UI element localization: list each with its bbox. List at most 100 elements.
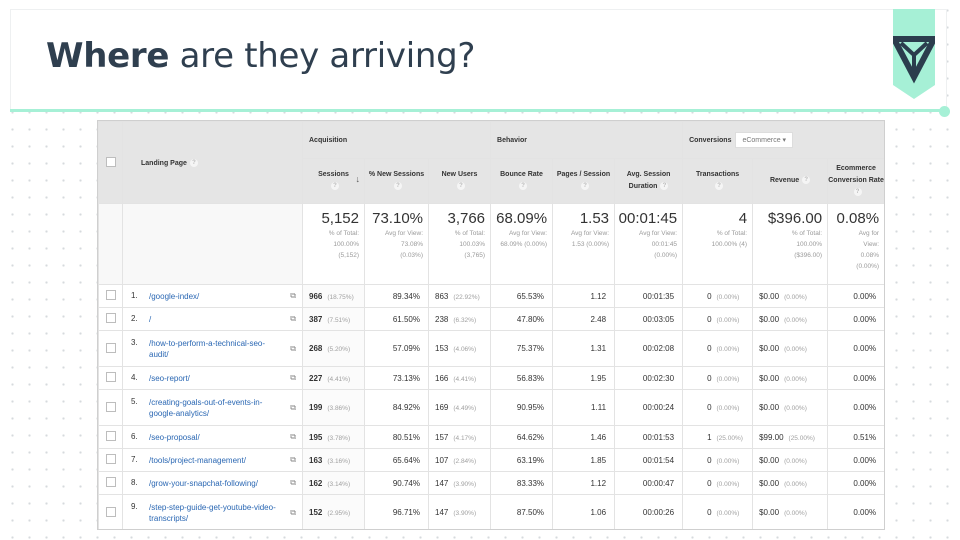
pages-session-cell: 1.85 [552,448,616,472]
bounce-rate-cell: 83.33% [490,471,554,495]
transactions-cell: 0 (0.00%) [682,448,754,472]
avg-session-duration-cell: 00:02:08 [614,330,684,367]
landing-page-cell: 2. / ⧉ [122,307,303,331]
bounce-rate-cell: 65.53% [490,284,554,308]
landing-page-link[interactable]: /creating-goals-out-of-events-in-google-… [149,397,263,418]
avg-session-duration-cell: 00:01:53 [614,425,684,449]
select-all-checkbox[interactable] [105,156,116,167]
help-icon[interactable]: ? [853,188,862,197]
conversions-dropdown[interactable]: eCommerce ▾ [735,132,794,148]
transactions-cell: 0 (0.00%) [682,366,754,390]
pages-session-cell: 1.95 [552,366,616,390]
help-icon[interactable]: ? [519,182,528,191]
total-transactions: 4% of Total: 100.00% (4) [682,203,754,285]
row-checkbox[interactable] [105,372,116,382]
pct-new-sessions-cell: 73.13% [364,366,429,390]
column-header-landing-page[interactable]: Landing Page? [122,121,303,204]
column-header-pct-new-sessions[interactable]: % New Sessions? [364,158,429,204]
help-icon[interactable]: ? [660,182,669,191]
row-checkbox[interactable] [105,506,116,517]
landing-page-link[interactable]: /seo-proposal/ [149,432,200,442]
row-number: 3. [131,337,138,347]
open-in-new-window-icon[interactable]: ⧉ [290,455,296,464]
sessions-cell: 152 (2.95%) [302,494,365,529]
ecommerce-conversion-rate-cell: 0.00% [827,471,884,495]
landing-page-cell: 7. /tools/project-management/ ⧉ [122,448,303,472]
help-icon[interactable]: ? [331,182,339,191]
open-in-new-window-icon[interactable]: ⧉ [290,343,296,353]
table-row: 6. /seo-proposal/ ⧉ 195 (3.78%) 80.51% 157(… [98,425,884,449]
open-in-new-window-icon[interactable]: ⧉ [290,291,296,300]
pct-new-sessions-cell: 57.09% [364,330,429,367]
landing-page-link[interactable]: /tools/project-management/ [149,455,246,465]
row-checkbox[interactable] [105,342,116,353]
title-underline-dot [939,106,950,117]
table-row: 3. /how-to-perform-a-technical-seo-audit/… [98,330,884,367]
pct-new-sessions-cell: 89.34% [364,284,429,308]
row-select-cell [98,284,123,308]
pct-new-sessions-cell: 65.64% [364,448,429,472]
landing-page-link[interactable]: / [149,314,152,324]
ecommerce-conversion-rate-cell: 0.00% [827,389,884,426]
row-number: 7. [131,454,138,464]
ecommerce-conversion-rate-cell: 0.00% [827,448,884,472]
title-bold: Where [46,36,170,76]
open-in-new-window-icon[interactable]: ⧉ [290,314,296,323]
column-header-new-users[interactable]: New Users? [427,158,492,204]
open-in-new-window-icon[interactable]: ⧉ [290,373,296,382]
group-header-behavior: Behavior [490,121,684,159]
revenue-cell: $0.00 (0.00%) [752,366,829,390]
sessions-cell: 227 (4.41%) [302,366,365,390]
landing-page-link[interactable]: /grow-your-snapchat-following/ [149,478,258,488]
row-number: 2. [131,313,138,323]
ecommerce-conversion-rate-cell: 0.00% [827,330,884,367]
help-icon[interactable]: ? [394,182,402,191]
help-icon[interactable]: ? [189,158,198,167]
avg-session-duration-cell: 00:00:26 [614,494,684,529]
open-in-new-window-icon[interactable]: ⧉ [290,478,296,487]
open-in-new-window-icon[interactable]: ⧉ [290,432,296,441]
row-checkbox[interactable] [105,313,116,323]
column-header-ecommerce-conversion-rate[interactable]: Ecommerce Conversion Rate? [827,158,884,204]
column-header-sessions[interactable]: Sessions? ↓ [302,158,365,204]
column-header-revenue[interactable]: Revenue? [752,158,829,204]
row-select-cell [98,389,123,426]
column-header-avg-session-duration[interactable]: Avg. Session Duration? [614,158,684,204]
row-checkbox[interactable] [105,290,116,300]
landing-page-link[interactable]: /step-step-guide-get-youtube-video-trans… [149,502,276,523]
group-header-acquisition: Acquisition [301,121,492,159]
avg-session-duration-cell: 00:01:35 [614,284,684,308]
row-checkbox[interactable] [105,454,116,464]
help-icon[interactable]: ? [715,182,724,191]
row-checkbox[interactable] [105,477,116,487]
row-number: 8. [131,477,138,487]
sessions-cell: 387 (7.51%) [302,307,365,331]
help-icon[interactable]: ? [457,182,466,191]
new-users-cell: 863 (22.92%) [427,284,492,308]
sessions-cell: 268 (5.20%) [302,330,365,367]
row-select-cell [98,425,123,449]
row-checkbox[interactable] [105,431,116,441]
open-in-new-window-icon[interactable]: ⧉ [290,402,296,412]
new-users-cell: 166 (4.41%) [427,366,492,390]
table-row: 4. /seo-report/ ⧉ 227 (4.41%) 73.13% 166 (4.… [98,366,884,390]
revenue-cell: $0.00 (0.00%) [752,389,829,426]
avg-session-duration-cell: 00:00:24 [614,389,684,426]
landing-page-link[interactable]: /how-to-perform-a-technical-seo-audit/ [149,338,266,359]
help-icon[interactable]: ? [581,182,590,191]
sort-descending-icon[interactable]: ↓ [355,174,361,184]
title-card [10,9,947,111]
row-checkbox[interactable] [105,401,116,412]
column-header-pages-session[interactable]: Pages / Session? [552,158,616,204]
row-number: 6. [131,431,138,441]
column-header-bounce-rate[interactable]: Bounce Rate? [490,158,554,204]
ecommerce-conversion-rate-cell: 0.00% [827,494,884,529]
revenue-cell: $99.00 (25.00%) [752,425,829,449]
help-icon[interactable]: ? [802,176,811,185]
landing-page-link[interactable]: /seo-report/ [149,373,190,383]
column-header-transactions[interactable]: Transactions? [682,158,754,204]
ecommerce-conversion-rate-cell: 0.51% [827,425,884,449]
open-in-new-window-icon[interactable]: ⧉ [290,507,296,517]
title-rest: are they arriving? [169,36,476,76]
landing-page-link[interactable]: /google-index/ [149,291,200,301]
